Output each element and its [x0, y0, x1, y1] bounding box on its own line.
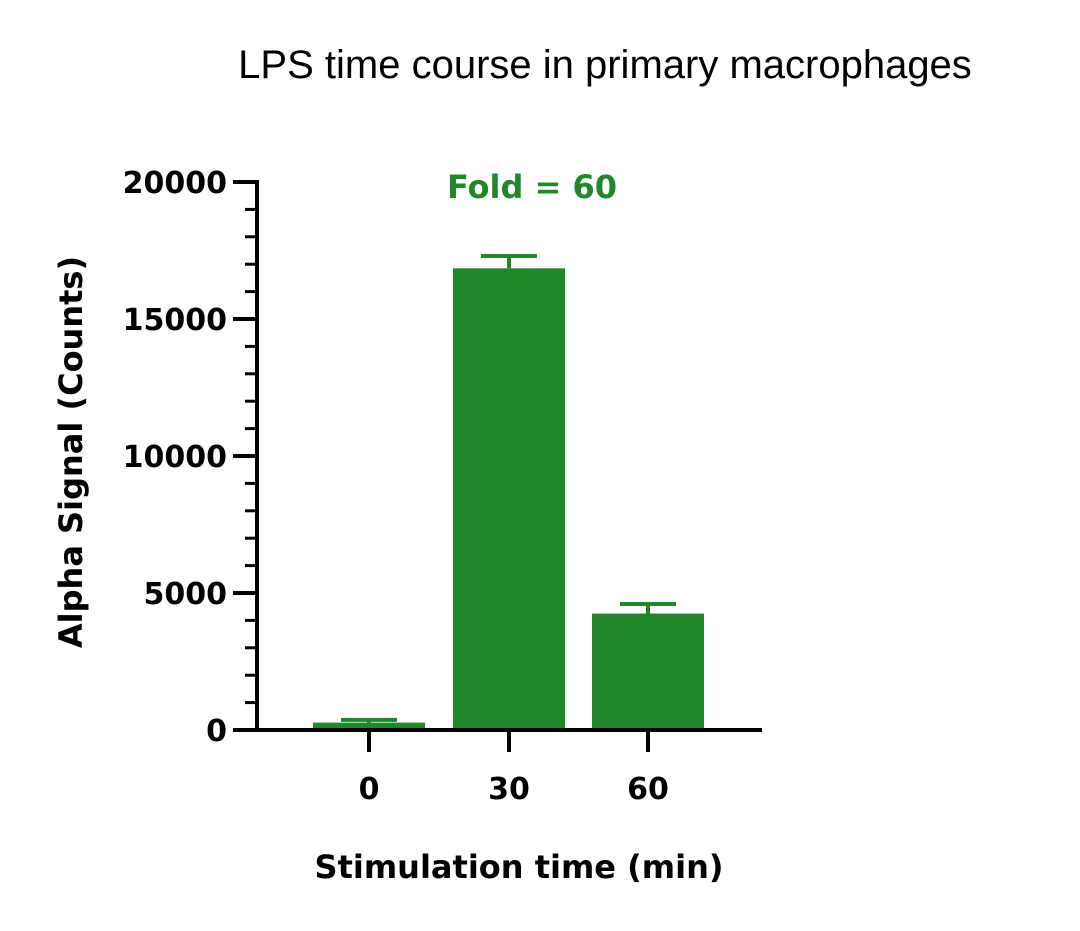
y-tick-label: 15000	[123, 303, 227, 338]
annotation-fold: Fold = 60	[447, 168, 617, 206]
y-axis-label: Alpha Signal (Counts)	[52, 256, 90, 648]
bars-layer	[313, 253, 704, 730]
x-tick-label: 30	[488, 772, 530, 807]
y-tick-label: 20000	[123, 166, 227, 201]
y-tick-label: 10000	[123, 440, 227, 475]
y-tick-label: 0	[206, 714, 227, 749]
chart-title: LPS time course in primary macrophages	[238, 43, 972, 87]
y-tick-label: 5000	[144, 577, 228, 612]
bar-60	[592, 613, 704, 730]
x-axis-label: Stimulation time (min)	[315, 848, 724, 886]
bar-30	[453, 268, 565, 730]
x-tick-label: 0	[359, 772, 380, 807]
axes-layer: 0 5000 10000 15000 20000 0 30 60	[123, 166, 762, 807]
bar-0	[313, 722, 425, 730]
x-tick-label: 60	[627, 772, 669, 807]
